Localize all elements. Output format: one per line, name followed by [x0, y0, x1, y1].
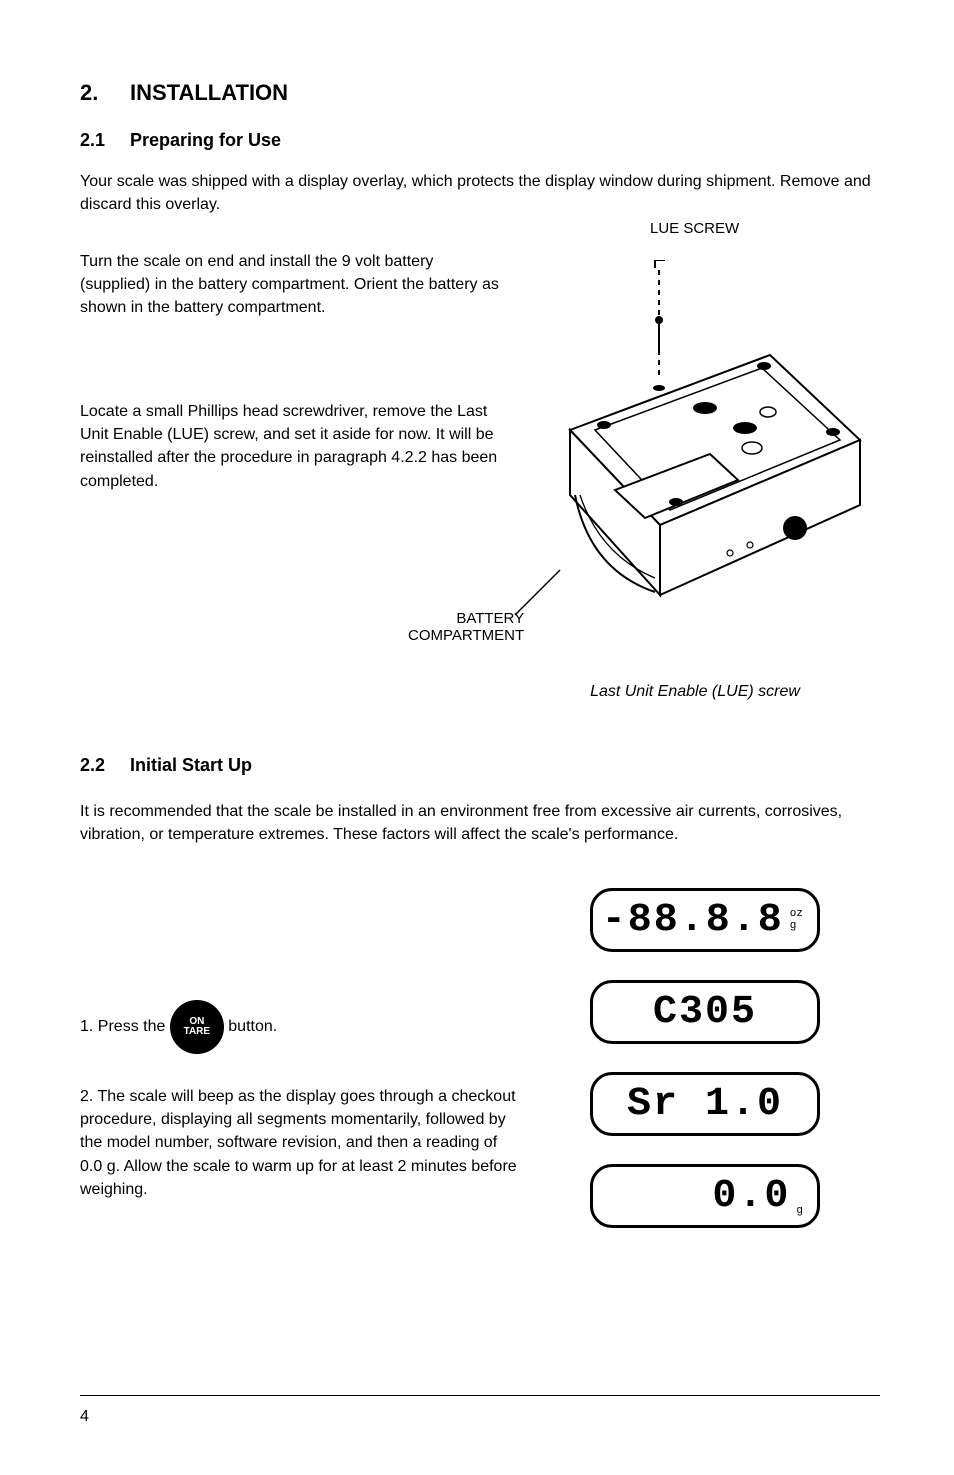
label-battery-compartment: BATTERY COMPARTMENT — [408, 610, 524, 644]
lcd-3-value: Sr 1.0 — [627, 1082, 783, 1127]
lcd-1: -88.8.8 oz g — [590, 888, 820, 952]
lcd-2: C305 — [590, 980, 820, 1044]
s21-p2: Turn the scale on end and install the 9 … — [80, 250, 500, 320]
subsection-2-1-num: 2.1 — [80, 130, 105, 151]
label-lue-caption: Last Unit Enable (LUE) screw — [530, 680, 860, 703]
lcd-2-value: C305 — [653, 990, 757, 1035]
section-title: INSTALLATION — [130, 80, 288, 106]
subsection-2-2-num: 2.2 — [80, 755, 105, 776]
lcd-4: 0.0 g — [590, 1164, 820, 1228]
s22-step1-after: button. — [228, 1018, 277, 1035]
page-number: 4 — [80, 1408, 89, 1426]
s22-step1-pre: 1. Press the — [80, 1018, 170, 1035]
footer-rule — [80, 1395, 880, 1396]
subsection-2-1-title: Preparing for Use — [130, 130, 281, 151]
lcd-4-unit: g — [796, 1205, 803, 1217]
subsection-2-2-title: Initial Start Up — [130, 755, 252, 776]
lcd-1-units: oz g — [790, 908, 803, 932]
s21-p1: Your scale was shipped with a display ov… — [80, 170, 880, 216]
lcd-1-value: -88.8.8 — [602, 898, 784, 943]
s22-step1: 1. Press the ON TARE button. — [80, 1000, 500, 1054]
tare-label: TARE — [184, 1027, 210, 1037]
s21-p3: Locate a small Phillips head screwdriver… — [80, 400, 500, 493]
s22-step2: 2. The scale will beep as the display go… — [80, 1085, 520, 1201]
lcd-3: Sr 1.0 — [590, 1072, 820, 1136]
on-tare-button-icon: ON TARE — [170, 1000, 224, 1054]
label-lue-screw: LUE SCREW — [650, 220, 739, 237]
section-number: 2. — [80, 80, 98, 106]
scale-illustration — [520, 260, 880, 640]
lcd-4-value: 0.0 — [712, 1174, 790, 1219]
page: 2. INSTALLATION 2.1 Preparing for Use Yo… — [0, 0, 954, 1475]
s22-p1: It is recommended that the scale be inst… — [80, 800, 880, 846]
